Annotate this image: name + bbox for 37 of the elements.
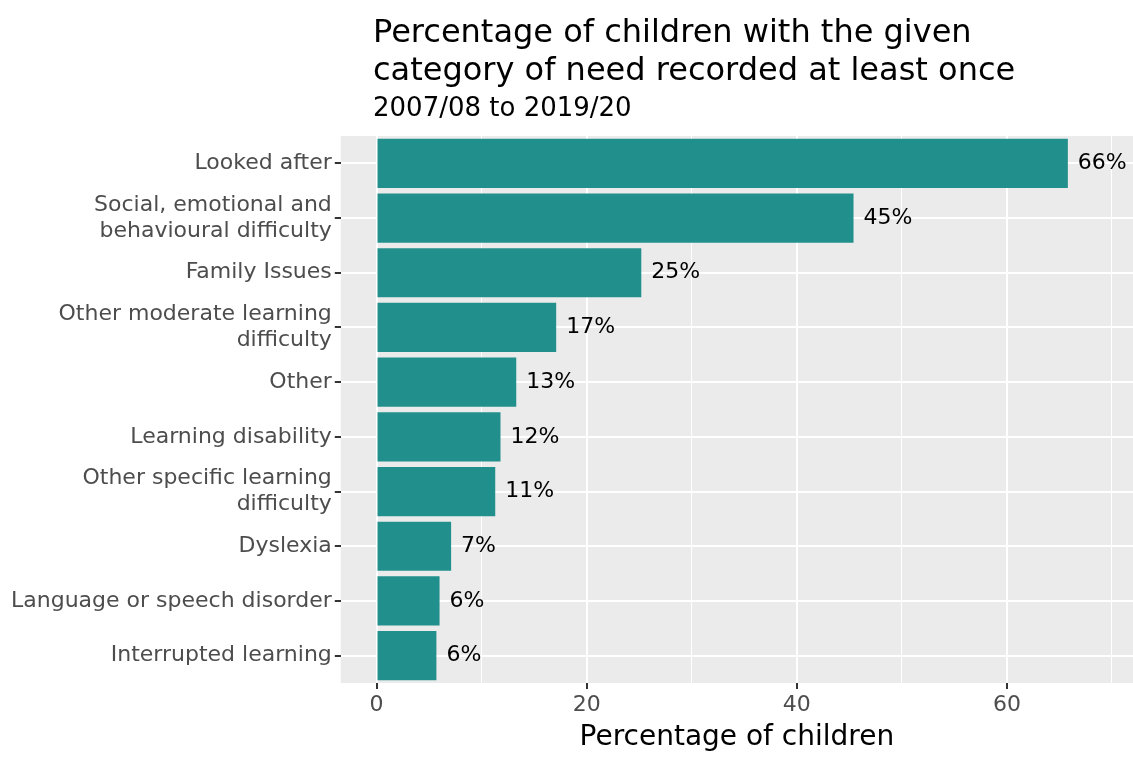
x-axis-title: Percentage of children (579, 719, 895, 753)
y-tick-label: Other moderate learning difficulty (58, 299, 332, 352)
x-tick-label: 60 (992, 690, 1021, 716)
bar (377, 138, 1068, 188)
bar (377, 193, 854, 243)
data-label: 7% (461, 531, 497, 557)
bar (377, 631, 437, 681)
x-tick-label: 0 (369, 690, 384, 716)
chart-subtitle: 2007/08 to 2019/20 (373, 91, 633, 124)
chart-title: Percentage of children with the given category of need recorded at least once (373, 12, 1017, 88)
y-tick-label: Looked after (194, 149, 333, 175)
x-tick-label: 40 (782, 690, 811, 716)
y-tick-label: Other (269, 367, 333, 393)
data-label: 17% (566, 313, 616, 339)
data-label: 6% (446, 641, 482, 667)
y-tick-label: Social, emotional and behavioural difficulty (94, 190, 332, 242)
bar (377, 412, 501, 462)
data-label: 12% (510, 422, 560, 448)
y-tick-label: Interrupted learning (110, 641, 332, 667)
data-label: 25% (651, 258, 701, 284)
data-label: 11% (505, 477, 555, 503)
y-tick-label: Other specific learning difficulty (82, 464, 332, 516)
bar (377, 302, 557, 353)
data-label: 45% (863, 203, 913, 229)
bar (377, 521, 452, 571)
y-tick-label: Family Issues (185, 258, 332, 284)
bar (377, 466, 496, 517)
bar (377, 576, 440, 626)
y-tick-label: Language or speech disorder (11, 586, 333, 612)
data-label: 13% (526, 367, 576, 393)
y-tick-label: Learning disability (130, 422, 332, 448)
bar (377, 248, 642, 298)
data-label: 66% (1077, 149, 1127, 175)
bar (377, 357, 517, 407)
y-tick-label: Dyslexia (238, 531, 332, 557)
data-label: 6% (449, 586, 485, 612)
x-tick-label: 20 (572, 690, 601, 716)
